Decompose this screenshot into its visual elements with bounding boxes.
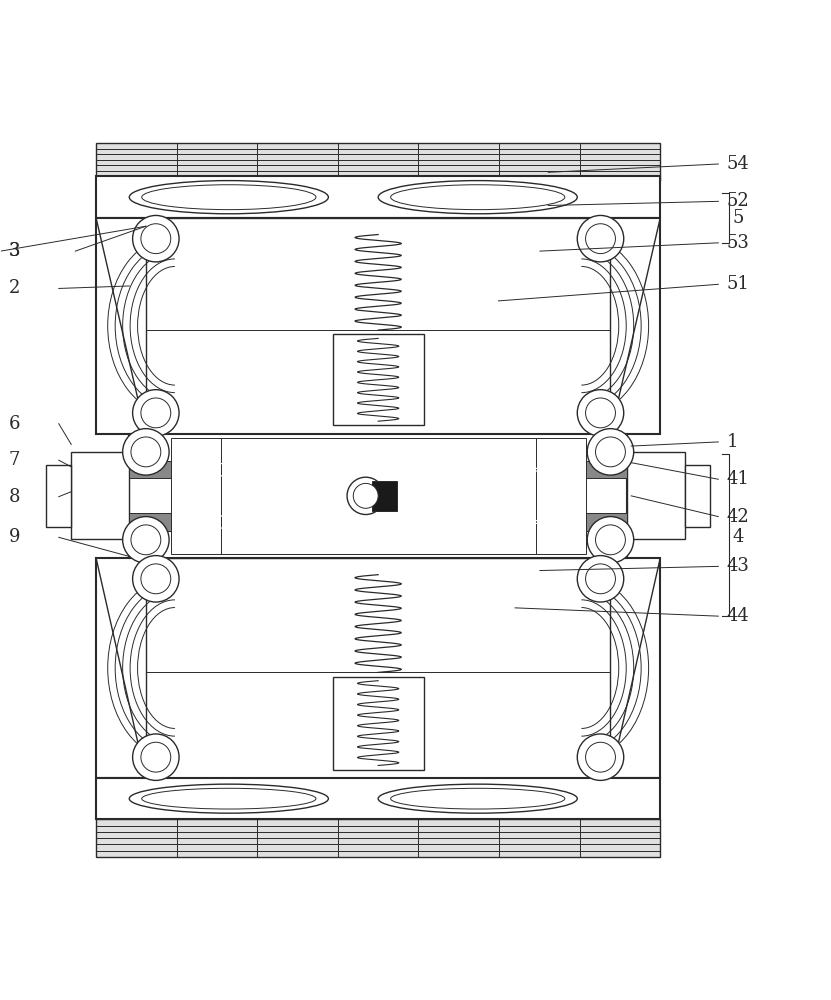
Bar	[220, 438, 536, 554]
Ellipse shape	[141, 224, 170, 254]
Bar	[130, 434, 627, 558]
Ellipse shape	[353, 483, 378, 508]
Ellipse shape	[596, 437, 626, 467]
Ellipse shape	[123, 517, 169, 563]
Bar	[96, 558, 661, 778]
Text: 52: 52	[726, 192, 750, 210]
Ellipse shape	[391, 788, 565, 809]
Ellipse shape	[588, 429, 634, 475]
Ellipse shape	[130, 784, 328, 813]
Bar	[332, 677, 424, 770]
Text: 1: 1	[726, 433, 738, 451]
Ellipse shape	[588, 517, 634, 563]
Text: 5: 5	[732, 209, 744, 227]
Ellipse shape	[130, 181, 328, 214]
Text: 7: 7	[9, 451, 21, 469]
Ellipse shape	[586, 224, 616, 254]
Text: 42: 42	[726, 508, 750, 526]
Ellipse shape	[142, 788, 316, 809]
Bar	[96, 176, 661, 218]
Ellipse shape	[133, 215, 179, 262]
Ellipse shape	[123, 429, 169, 475]
Bar	[372, 481, 397, 511]
Text: 3: 3	[9, 242, 21, 260]
Bar	[332, 334, 424, 425]
Text: 3: 3	[9, 242, 21, 260]
Ellipse shape	[378, 181, 578, 214]
Bar	[47, 465, 71, 527]
Ellipse shape	[133, 390, 179, 436]
Ellipse shape	[391, 185, 565, 210]
Text: 9: 9	[9, 528, 21, 546]
Bar	[96, 778, 661, 819]
Text: 54: 54	[726, 155, 750, 173]
Ellipse shape	[586, 742, 616, 772]
Ellipse shape	[141, 564, 170, 594]
Ellipse shape	[133, 734, 179, 780]
Ellipse shape	[142, 185, 316, 210]
Bar	[685, 465, 710, 527]
Bar	[96, 218, 661, 434]
Bar	[71, 452, 130, 539]
Text: 4: 4	[732, 528, 744, 546]
Ellipse shape	[131, 525, 161, 555]
Ellipse shape	[578, 390, 624, 436]
Text: 8: 8	[9, 488, 21, 506]
Ellipse shape	[586, 398, 616, 428]
Text: 41: 41	[726, 470, 750, 488]
Ellipse shape	[141, 398, 170, 428]
Text: 53: 53	[726, 234, 750, 252]
Bar	[170, 438, 586, 554]
Bar	[146, 558, 611, 778]
Bar	[146, 218, 611, 434]
Ellipse shape	[141, 742, 170, 772]
Text: 44: 44	[726, 607, 750, 625]
Ellipse shape	[578, 556, 624, 602]
Text: 2: 2	[9, 279, 21, 297]
Ellipse shape	[378, 784, 578, 813]
Text: 51: 51	[726, 275, 750, 293]
Ellipse shape	[578, 215, 624, 262]
Bar	[96, 819, 661, 857]
Ellipse shape	[596, 525, 626, 555]
Bar	[96, 176, 661, 181]
Bar	[96, 143, 661, 176]
Ellipse shape	[578, 734, 624, 780]
Ellipse shape	[347, 477, 385, 515]
Bar	[627, 452, 685, 539]
Ellipse shape	[133, 556, 179, 602]
Bar	[130, 461, 627, 478]
Ellipse shape	[131, 437, 161, 467]
Text: 6: 6	[9, 415, 21, 433]
Text: 43: 43	[726, 557, 750, 575]
Bar	[130, 513, 627, 531]
Ellipse shape	[586, 564, 616, 594]
